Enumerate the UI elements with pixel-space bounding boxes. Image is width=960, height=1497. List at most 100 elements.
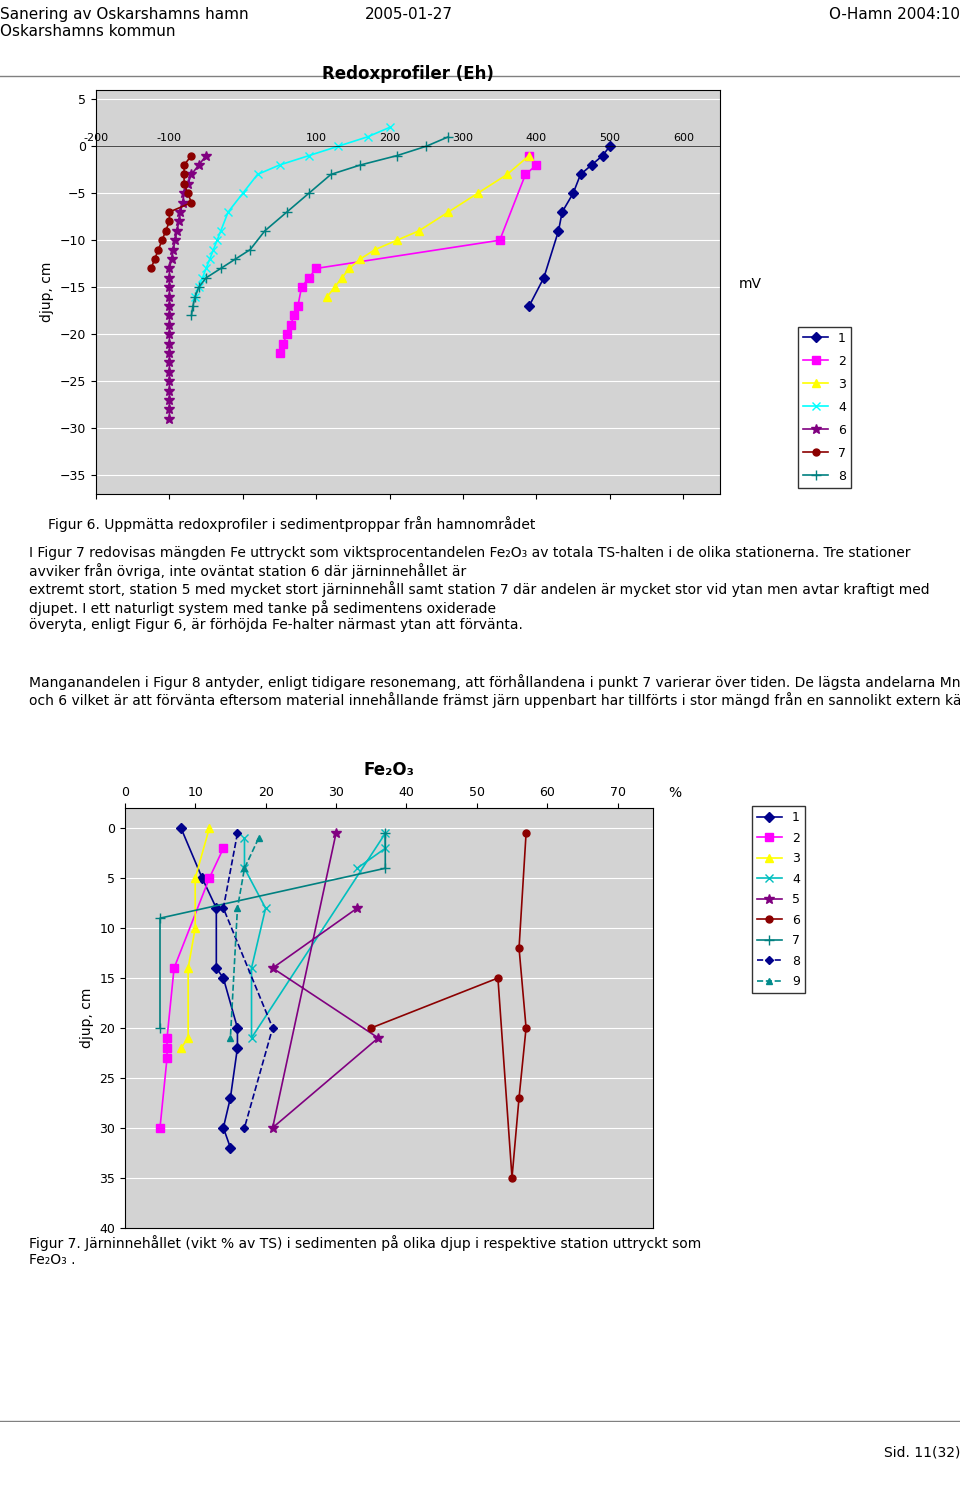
Line: 8: 8	[221, 831, 276, 1130]
Line: 8: 8	[186, 132, 453, 320]
3	[344, 259, 355, 277]
3	[176, 1039, 187, 1057]
4	[189, 287, 201, 305]
4	[211, 231, 223, 249]
4	[274, 156, 285, 174]
4	[351, 859, 363, 877]
1	[586, 156, 597, 174]
Line: 9: 9	[228, 835, 261, 1040]
Line: 1: 1	[178, 825, 241, 1151]
7	[163, 204, 175, 222]
6	[179, 184, 190, 202]
8	[303, 184, 315, 202]
7	[179, 166, 190, 184]
3	[501, 166, 513, 184]
Line: 3: 3	[177, 825, 213, 1052]
5	[267, 1118, 278, 1136]
4	[379, 840, 391, 858]
Line: 4: 4	[191, 123, 394, 301]
2	[161, 1049, 173, 1067]
4	[332, 138, 344, 156]
6	[520, 1019, 532, 1037]
4	[193, 278, 204, 296]
6	[163, 287, 175, 305]
6	[167, 241, 179, 259]
3	[336, 269, 348, 287]
6	[177, 193, 188, 211]
9	[231, 900, 243, 918]
6	[163, 410, 175, 428]
8	[443, 127, 454, 145]
2	[296, 278, 307, 296]
6	[492, 969, 504, 987]
7	[145, 259, 156, 277]
6	[163, 316, 175, 334]
6	[163, 373, 175, 391]
2	[161, 1039, 173, 1057]
Legend: 1, 2, 3, 4, 5, 6, 7, 8, 9: 1, 2, 3, 4, 5, 6, 7, 8, 9	[752, 807, 804, 993]
8	[218, 900, 229, 918]
1	[567, 184, 579, 202]
8	[185, 307, 197, 325]
6	[163, 307, 175, 325]
7	[379, 825, 391, 843]
2	[303, 269, 315, 287]
Line: 7: 7	[148, 153, 195, 272]
4	[223, 204, 234, 222]
6	[163, 362, 175, 380]
2	[519, 166, 531, 184]
6	[193, 156, 204, 174]
2	[523, 147, 535, 165]
7	[155, 909, 166, 927]
8	[420, 138, 432, 156]
Line: 7: 7	[156, 828, 390, 1033]
2	[161, 1028, 173, 1046]
Line: 5: 5	[268, 828, 383, 1133]
Text: -100: -100	[156, 133, 181, 144]
Text: Sanering av Oskarshamns hamn
Oskarshamns kommun: Sanering av Oskarshamns hamn Oskarshamns…	[0, 6, 249, 39]
3	[182, 1028, 194, 1046]
Text: Manganandelen i Figur 8 antyder, enligt tidigare resonemang, att förhållandena i: Manganandelen i Figur 8 antyder, enligt …	[29, 674, 960, 708]
Y-axis label: djup, cm: djup, cm	[40, 262, 55, 322]
4	[215, 222, 227, 240]
7	[179, 156, 190, 174]
3	[354, 250, 366, 268]
Text: 600: 600	[673, 133, 694, 144]
Legend: 1, 2, 3, 4, 6, 7, 8: 1, 2, 3, 4, 6, 7, 8	[798, 326, 851, 488]
Line: 6: 6	[368, 829, 530, 1181]
2	[204, 870, 215, 888]
1	[210, 960, 222, 978]
6	[175, 204, 186, 222]
2	[310, 259, 322, 277]
8	[189, 287, 201, 305]
1	[197, 870, 208, 888]
1	[557, 204, 568, 222]
6	[182, 175, 194, 193]
1	[218, 969, 229, 987]
9	[225, 1028, 236, 1046]
3	[370, 241, 381, 259]
Text: 2005-01-27: 2005-01-27	[365, 6, 453, 22]
6	[163, 278, 175, 296]
8	[215, 259, 227, 277]
Text: 100: 100	[305, 133, 326, 144]
5	[267, 960, 278, 978]
6	[201, 147, 212, 165]
1	[225, 1139, 236, 1157]
2	[531, 156, 542, 174]
7	[182, 184, 194, 202]
4	[201, 259, 212, 277]
3	[204, 819, 215, 837]
6	[163, 335, 175, 353]
Line: 3: 3	[324, 151, 534, 301]
2	[288, 307, 300, 325]
4	[207, 241, 219, 259]
6	[514, 939, 525, 957]
Text: 200: 200	[379, 133, 400, 144]
6	[366, 1019, 377, 1037]
Text: Figur 7. Järninnehållet (vikt % av TS) i sedimenten på olika djup i respektive s: Figur 7. Järninnehållet (vikt % av TS) i…	[29, 1235, 701, 1266]
8	[231, 825, 243, 843]
8	[229, 250, 241, 268]
8	[239, 1118, 251, 1136]
1	[231, 1019, 243, 1037]
